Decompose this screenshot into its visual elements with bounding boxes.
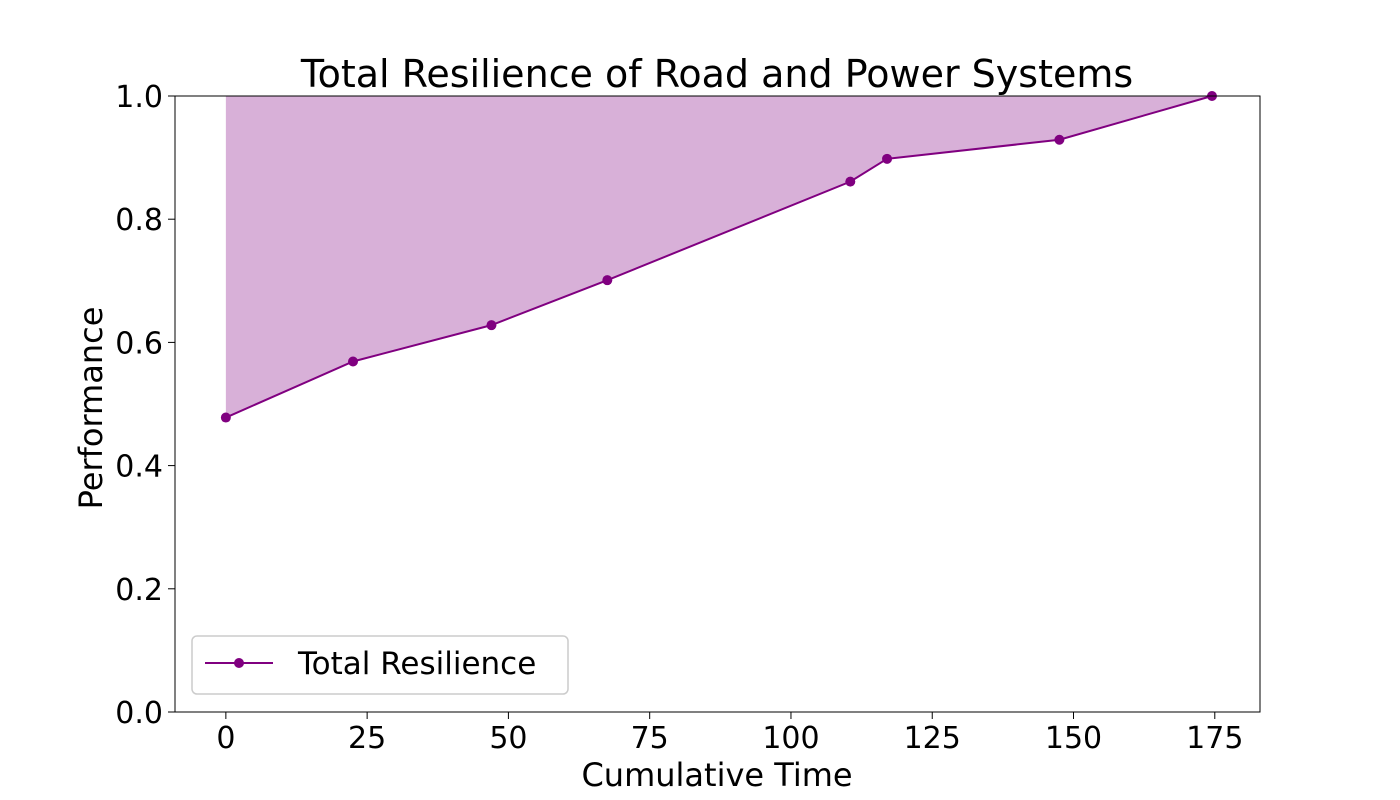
data-point xyxy=(1054,134,1065,145)
x-axis-label: Cumulative Time xyxy=(581,756,852,794)
y-tick-label: 0.6 xyxy=(115,326,163,361)
x-tick-label: 150 xyxy=(1045,721,1102,756)
line-layer xyxy=(225,95,1213,419)
y-tick-label: 0.8 xyxy=(115,203,163,238)
x-tick-label: 50 xyxy=(489,721,527,756)
data-point xyxy=(882,153,893,164)
data-point xyxy=(486,320,497,331)
fill-layer xyxy=(225,96,1212,418)
x-tick-label: 100 xyxy=(762,721,819,756)
chart-title: Total Resilience of Road and Power Syste… xyxy=(300,52,1133,96)
y-axis-label: Performance xyxy=(72,307,110,510)
x-tick-label: 175 xyxy=(1186,721,1243,756)
x-tick-label: 75 xyxy=(631,721,669,756)
x-tick-label: 25 xyxy=(348,721,386,756)
series-line-total-resilience xyxy=(225,95,1213,419)
data-point xyxy=(602,275,613,286)
legend: Total Resilience xyxy=(191,635,569,695)
y-axis-ticks: 0.0 0.2 0.4 0.6 0.8 1.0 xyxy=(115,80,175,731)
x-tick-label: 0 xyxy=(216,721,235,756)
y-tick-label: 1.0 xyxy=(115,80,163,115)
x-tick-label: 125 xyxy=(904,721,961,756)
y-tick-label: 0.4 xyxy=(115,450,163,485)
legend-marker-swatch xyxy=(234,658,244,668)
x-axis-ticks: 0 25 50 75 100 125 150 175 xyxy=(216,712,1243,756)
data-point xyxy=(220,412,231,423)
legend-box xyxy=(191,635,569,695)
legend-entry-total-resilience: Total Resilience xyxy=(297,646,536,682)
data-point xyxy=(348,356,359,367)
plot-frame xyxy=(174,95,1261,713)
data-point xyxy=(845,176,856,187)
y-tick-label: 0.0 xyxy=(115,696,163,731)
resilience-fill-area xyxy=(225,96,1212,418)
y-tick-label: 0.2 xyxy=(115,573,163,608)
